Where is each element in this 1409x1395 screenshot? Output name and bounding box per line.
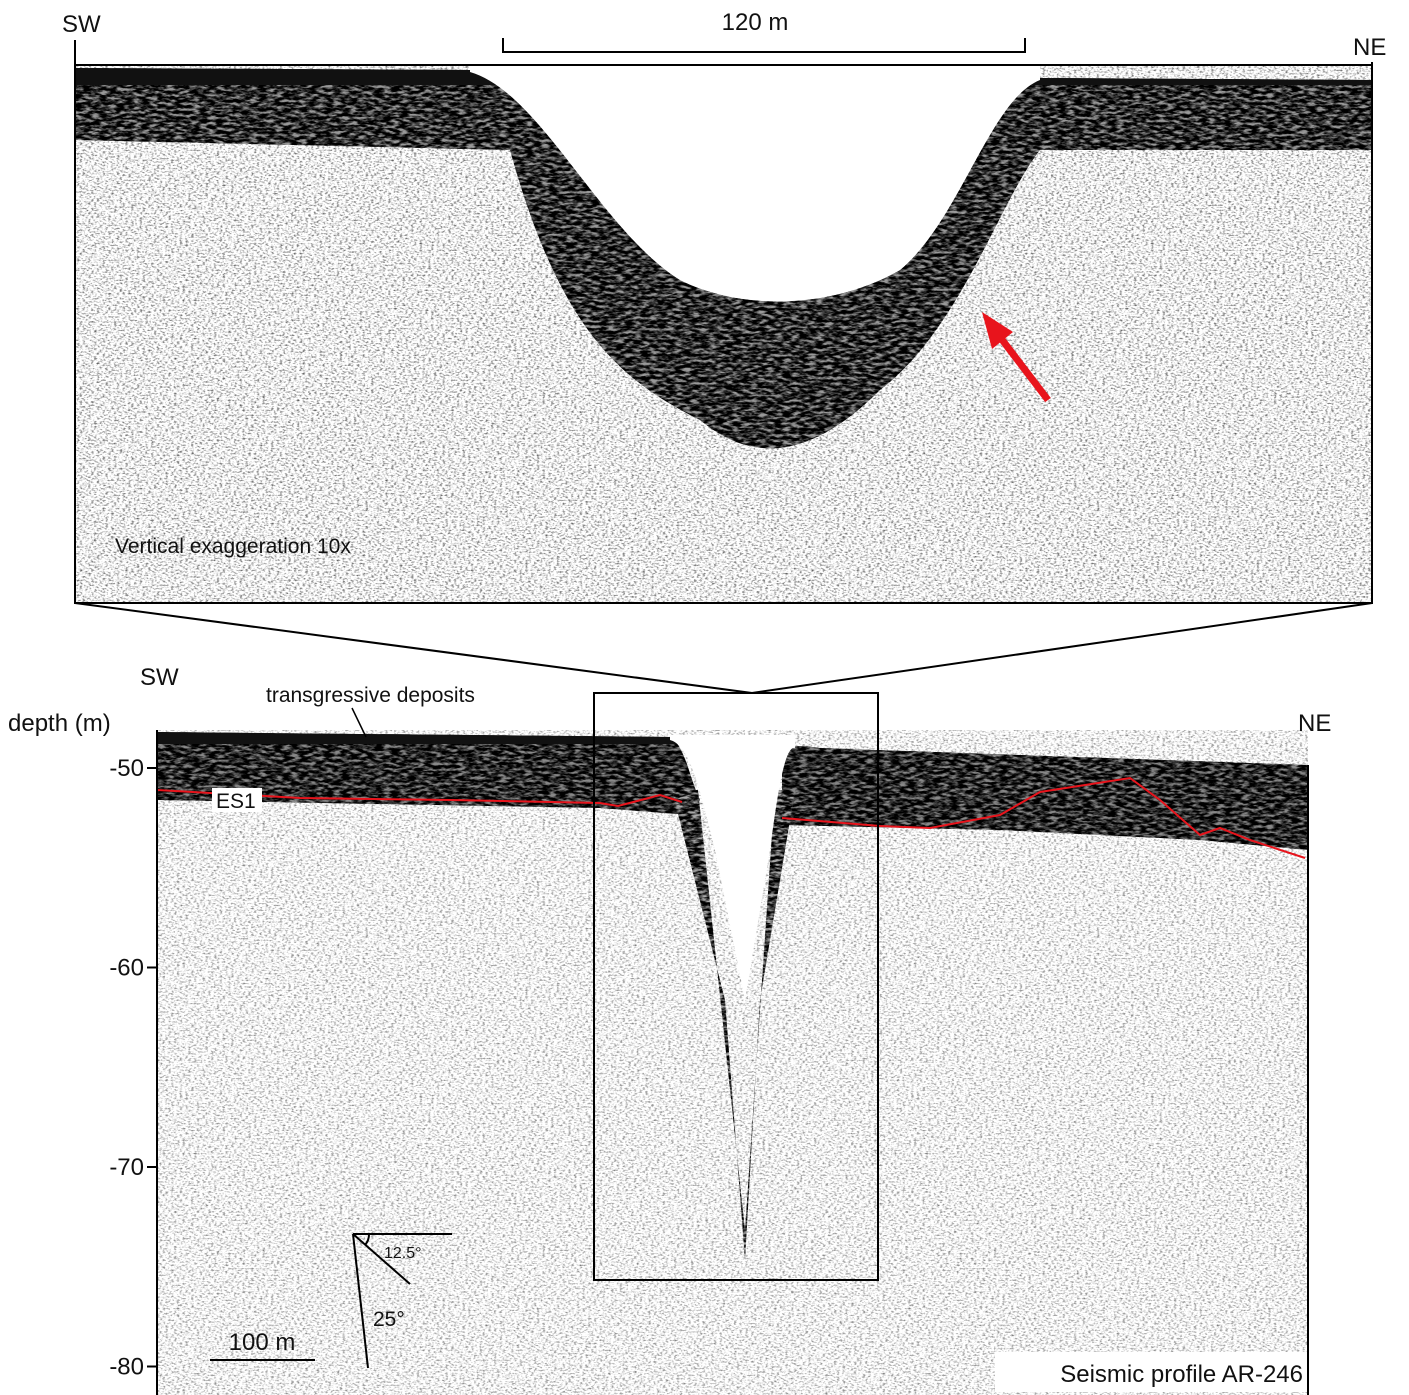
water-column [470, 60, 1040, 302]
scale-bar [502, 38, 1026, 53]
label-bg [995, 1352, 1307, 1392]
caption: Seismic profile AR-246 [1060, 1361, 1303, 1388]
direction-label: NE [1298, 710, 1331, 737]
top-frame [74, 64, 1373, 604]
depth-tick-label: -80 [109, 1354, 144, 1381]
axis-label: depth (m) [8, 710, 111, 737]
es1-surface [156, 789, 683, 808]
direction-label: SW [62, 11, 101, 38]
leader-line [351, 707, 367, 738]
note: Vertical exaggeration 10x [115, 535, 351, 558]
annotation: transgressive deposits [266, 684, 475, 707]
depth-tick-label: -70 [109, 1154, 144, 1181]
channel-fill [670, 735, 795, 1000]
zoom-connector [74, 602, 753, 694]
es1-surface [781, 776, 1306, 859]
surface-label: ES1 [216, 790, 256, 813]
scale-label: 120 m [722, 9, 789, 36]
depth-tick-label: -60 [109, 955, 144, 982]
label-bg [212, 788, 262, 812]
angle-symbol [352, 1233, 452, 1369]
scale-label: 100 m [229, 1329, 296, 1356]
bottom-image [157, 730, 1308, 1395]
angle-label: 25° [373, 1308, 405, 1331]
zoom-box [593, 692, 879, 1281]
direction-label: SW [140, 664, 179, 691]
angle-label: 12.5° [384, 1245, 422, 1262]
zoom-connector [751, 602, 1373, 694]
direction-label: NE [1353, 34, 1386, 61]
depth-tick-label: -50 [109, 755, 144, 782]
red-arrow [982, 312, 1051, 403]
